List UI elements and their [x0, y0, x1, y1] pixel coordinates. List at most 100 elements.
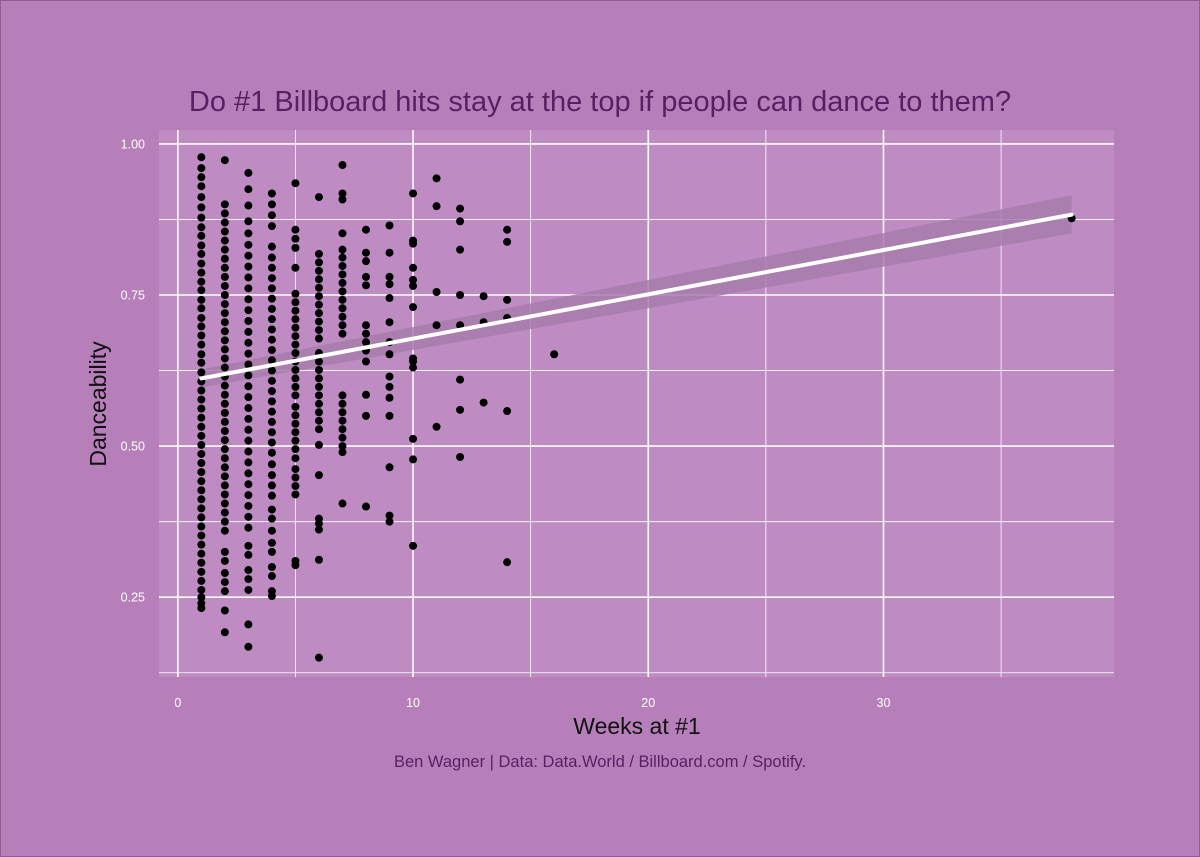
data-point	[197, 259, 206, 268]
data-point	[314, 408, 323, 417]
data-point	[244, 469, 253, 478]
data-point	[385, 318, 394, 327]
data-point	[338, 278, 347, 287]
data-point	[220, 490, 229, 499]
data-point	[197, 368, 206, 377]
data-point	[291, 179, 300, 188]
data-point	[267, 211, 276, 220]
data-point	[197, 604, 206, 613]
data-point	[267, 335, 276, 344]
data-point	[267, 448, 276, 457]
data-point	[244, 436, 253, 445]
grid-lines	[159, 130, 1114, 677]
data-point	[314, 309, 323, 318]
data-point	[291, 561, 300, 570]
data-point	[314, 334, 323, 343]
data-point	[197, 173, 206, 182]
data-point	[291, 225, 300, 234]
data-point	[267, 572, 276, 581]
data-point	[503, 558, 512, 567]
data-point	[267, 189, 276, 198]
data-point	[338, 442, 347, 451]
data-point	[385, 372, 394, 381]
data-point	[267, 315, 276, 324]
data-point	[550, 350, 559, 359]
data-point	[409, 189, 418, 198]
x-tick-label: 10	[406, 696, 420, 710]
data-point	[291, 411, 300, 420]
data-point	[197, 593, 206, 602]
data-point	[197, 531, 206, 540]
data-point	[197, 468, 206, 477]
data-point	[197, 203, 206, 212]
data-point	[314, 525, 323, 534]
data-point	[432, 422, 441, 431]
data-point	[291, 349, 300, 358]
data-point	[220, 556, 229, 565]
data-point	[197, 422, 206, 431]
data-point	[220, 578, 229, 587]
data-point	[338, 261, 347, 270]
data-point	[314, 653, 323, 662]
data-point	[267, 407, 276, 416]
data-point	[220, 463, 229, 472]
data-point	[361, 281, 370, 290]
data-point	[220, 245, 229, 254]
data-point	[432, 287, 441, 296]
data-point	[244, 447, 253, 456]
data-point	[409, 434, 418, 443]
data-point	[456, 405, 465, 414]
data-point	[267, 294, 276, 303]
data-point	[267, 438, 276, 447]
data-point	[409, 239, 418, 248]
data-point	[197, 495, 206, 504]
data-point	[197, 504, 206, 513]
data-point	[197, 413, 206, 422]
axis-tick-labels: 0 10 20 30 0.25 0.50 0.75 1.00	[121, 137, 891, 710]
data-point	[267, 222, 276, 231]
data-point	[338, 229, 347, 238]
trend-line	[199, 212, 1074, 381]
data-point	[267, 200, 276, 209]
data-point	[267, 263, 276, 272]
plot-panel	[159, 130, 1114, 677]
data-point	[338, 312, 347, 321]
data-point	[385, 248, 394, 257]
data-point	[197, 268, 206, 277]
data-point	[267, 387, 276, 396]
data-point	[291, 454, 300, 463]
data-point	[220, 236, 229, 245]
data-point	[291, 365, 300, 374]
data-point	[197, 549, 206, 558]
data-point	[244, 371, 253, 380]
data-point	[197, 522, 206, 531]
data-point	[338, 448, 347, 457]
data-point	[220, 508, 229, 517]
data-point	[220, 481, 229, 490]
data-point	[244, 541, 253, 550]
data-point	[244, 349, 253, 358]
data-point	[244, 306, 253, 315]
data-point	[197, 486, 206, 495]
data-point	[197, 540, 206, 549]
data-point	[220, 427, 229, 436]
data-point	[267, 325, 276, 334]
data-point	[197, 193, 206, 202]
data-point	[267, 471, 276, 480]
data-point	[220, 200, 229, 209]
data-point	[220, 408, 229, 417]
data-point	[409, 263, 418, 272]
data-point	[361, 272, 370, 281]
data-point	[197, 358, 206, 367]
data-point	[197, 395, 206, 404]
data-point	[385, 411, 394, 420]
data-point	[267, 481, 276, 490]
data-point	[314, 317, 323, 326]
data-point	[291, 263, 300, 272]
data-point	[291, 323, 300, 332]
data-point	[267, 547, 276, 556]
data-point	[244, 316, 253, 325]
data-point	[220, 327, 229, 336]
data-point	[291, 298, 300, 307]
data-point	[361, 357, 370, 366]
